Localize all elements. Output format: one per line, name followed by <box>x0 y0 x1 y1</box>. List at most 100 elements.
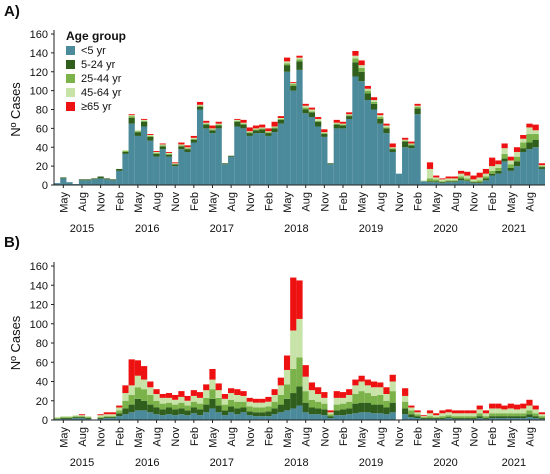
bar-2020-10-series-3 <box>464 175 471 179</box>
bar-2017-05-series-3 <box>209 379 216 390</box>
bar-2016-10-series-4 <box>165 393 173 398</box>
bar-2018-06-series-4 <box>290 277 297 331</box>
bar-2018-06-series-2 <box>290 368 297 394</box>
bar-2017-07-series-0 <box>221 164 229 185</box>
bar-2018-08-series-2 <box>302 391 309 403</box>
bar-2021-04-series-0 <box>501 161 508 185</box>
bar-2017-07-series-0 <box>221 415 229 420</box>
bar-2018-07-series-3 <box>296 318 303 358</box>
bar-2017-03-series-2 <box>196 105 204 107</box>
bar-2018-08-series-3 <box>302 105 309 108</box>
y-tick-label: 160 <box>30 29 48 41</box>
bar-2020-01-series-0 <box>408 148 415 185</box>
y-tick-label: 140 <box>30 280 48 292</box>
bar-2016-10-series-2 <box>165 153 173 155</box>
bar-2015-06-series-2 <box>66 417 73 419</box>
bar-2020-01-series-3 <box>408 143 415 145</box>
bar-2017-02-series-2 <box>190 138 197 140</box>
bar-2020-08-series-0 <box>451 182 458 185</box>
bar-2016-07-series-1 <box>147 404 154 413</box>
bar-2018-11-series-3 <box>321 397 328 404</box>
legend-entry: <5 yr <box>81 45 106 57</box>
x-tick-label: Feb <box>189 192 201 211</box>
bar-2021-02-series-0 <box>489 175 496 185</box>
bar-2019-02-series-2 <box>339 124 347 126</box>
x-tick-label: May <box>207 427 219 448</box>
bar-2019-05-series-4 <box>358 60 365 66</box>
x-tick-label: Aug <box>226 192 238 212</box>
bar-2016-02-series-4 <box>116 405 123 408</box>
bar-2018-12-series-0 <box>327 418 334 420</box>
bar-2016-03-series-0 <box>122 153 129 185</box>
bar-2019-03-series-3 <box>346 394 353 402</box>
bar-2017-04-series-2 <box>203 397 210 405</box>
bar-2021-03-series-3 <box>495 408 502 414</box>
bar-2016-10-series-1 <box>165 407 173 415</box>
bar-2018-07-series-1 <box>296 386 303 406</box>
bar-2016-11-series-4 <box>172 162 179 164</box>
bar-2021-07-series-2 <box>520 413 527 417</box>
bar-2017-02-series-2 <box>190 401 197 408</box>
bar-2017-11-series-3 <box>246 401 253 407</box>
bar-2018-08-series-1 <box>302 109 309 114</box>
bar-2016-08-series-2 <box>153 400 160 408</box>
bar-2019-06-series-3 <box>364 385 371 394</box>
bar-2017-05-series-2 <box>209 389 216 399</box>
bar-2016-11-series-4 <box>172 394 179 400</box>
x-tick-label: Feb <box>487 427 499 446</box>
bar-2019-06-series-2 <box>364 393 371 403</box>
bar-2016-09-series-1 <box>159 146 166 150</box>
bar-2021-04-series-3 <box>501 409 508 414</box>
bar-2017-06-series-0 <box>215 128 222 186</box>
bar-2021-03-series-2 <box>495 168 502 171</box>
bar-2017-06-series-1 <box>215 125 222 129</box>
bar-2019-06-series-0 <box>364 412 371 420</box>
x-tick-label: Aug <box>375 192 387 212</box>
x-tick-label: Nov <box>319 427 331 447</box>
bar-2015-09-series-3 <box>85 416 92 418</box>
x-tick-label: Aug <box>301 427 313 447</box>
bar-2017-07-series-1 <box>221 163 229 165</box>
bar-2017-01-series-3 <box>184 400 191 406</box>
bar-2021-08-series-3 <box>526 127 533 135</box>
y-tick-label: 0 <box>42 415 48 427</box>
bar-2021-08-series-2 <box>526 410 533 415</box>
x-tick-label: Nov <box>170 192 182 212</box>
bar-2021-07-series-3 <box>520 408 527 414</box>
bar-2019-02-series-0 <box>339 415 347 420</box>
year-label: 2015 <box>70 223 94 235</box>
bar-2017-04-series-1 <box>203 404 210 413</box>
bar-2019-09-series-3 <box>383 394 390 401</box>
bar-2017-02-series-3 <box>190 137 197 139</box>
bar-2020-04-series-1 <box>426 181 434 183</box>
bar-2020-06-series-1 <box>439 182 446 184</box>
bar-2018-05-series-2 <box>283 384 291 399</box>
bar-2016-05-series-0 <box>134 135 142 185</box>
bar-2019-12-series-3 <box>402 139 409 141</box>
bar-2016-03-series-3 <box>122 150 129 152</box>
bar-2018-02-series-2 <box>265 406 272 412</box>
bar-2017-09-series-1 <box>234 408 241 415</box>
bar-2016-07-series-4 <box>147 134 154 135</box>
legend-swatch <box>66 74 75 83</box>
bar-2020-03-series-0 <box>420 181 427 185</box>
x-tick-label: Aug <box>77 427 89 447</box>
bar-2020-08-series-4 <box>451 410 458 414</box>
bar-2017-08-series-2 <box>228 399 235 407</box>
bar-2021-03-series-1 <box>495 416 502 419</box>
bar-2018-01-series-4 <box>259 124 266 128</box>
bar-2018-08-series-2 <box>302 107 309 110</box>
bar-2016-11-series-1 <box>172 409 179 416</box>
bar-2016-08-series-1 <box>153 153 160 157</box>
bar-2021-06-series-1 <box>513 416 521 419</box>
bar-2017-01-series-4 <box>184 395 191 401</box>
bar-2015-05-series-1 <box>60 418 67 420</box>
bar-2020-09-series-2 <box>457 416 465 419</box>
bar-2020-05-series-2 <box>433 417 440 419</box>
bar-2017-09-series-2 <box>234 120 241 122</box>
bar-2017-01-series-0 <box>184 151 191 185</box>
bar-2018-05-series-0 <box>283 410 291 421</box>
bar-2020-04-series-4 <box>426 410 434 414</box>
bar-2021-10-series-3 <box>538 414 545 417</box>
bar-2020-12-series-3 <box>476 409 483 414</box>
